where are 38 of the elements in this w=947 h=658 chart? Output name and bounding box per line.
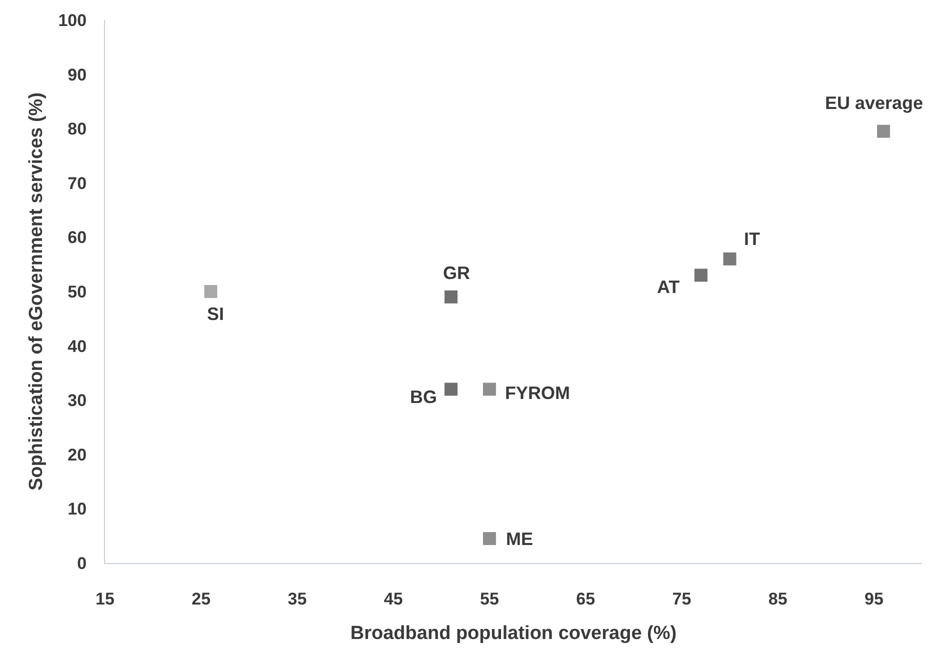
annotation: BG <box>410 387 437 407</box>
x-tick-label: 85 <box>768 589 788 608</box>
y-tick-label: 70 <box>68 174 87 193</box>
x-tick-label: 35 <box>288 589 307 608</box>
y-tick-label: 100 <box>58 10 87 30</box>
y-tick-label: 30 <box>68 391 87 410</box>
y-tick-label: 60 <box>68 228 87 248</box>
y-tick-label: 80 <box>68 120 87 139</box>
annotation: AT <box>657 277 680 297</box>
y-tick-label: 20 <box>68 445 87 464</box>
annotation: ME <box>506 529 533 549</box>
x-tick-label: 95 <box>864 589 884 608</box>
point <box>444 290 458 304</box>
x-tick-label: 15 <box>96 589 114 608</box>
point <box>482 532 496 546</box>
annotation: IT <box>744 229 760 249</box>
point <box>694 268 708 282</box>
x-tick-label: 75 <box>672 589 692 608</box>
point <box>204 285 218 298</box>
x-axis-title: Broadband population coverage (%) <box>350 623 677 644</box>
x-tick-label: 55 <box>480 589 499 608</box>
y-tick-label: 0 <box>77 554 87 573</box>
point <box>444 382 458 396</box>
y-axis-title: Sophistication of eGovernment services (%) <box>26 92 48 491</box>
annotation: GR <box>443 263 470 283</box>
point <box>723 252 736 266</box>
x-tick-label: 65 <box>576 589 596 608</box>
point <box>482 382 496 396</box>
y-tick-label: 90 <box>68 65 87 84</box>
y-tick-label: 10 <box>68 500 87 519</box>
annotation: EU average <box>825 93 924 113</box>
annotation: FYROM <box>505 383 570 403</box>
x-tick-label: 45 <box>384 589 403 608</box>
annotation: SI <box>207 304 224 324</box>
y-tick-label: 40 <box>68 336 87 356</box>
y-tick-label: 50 <box>68 282 87 302</box>
point <box>877 124 890 138</box>
x-tick-label: 25 <box>192 589 211 608</box>
